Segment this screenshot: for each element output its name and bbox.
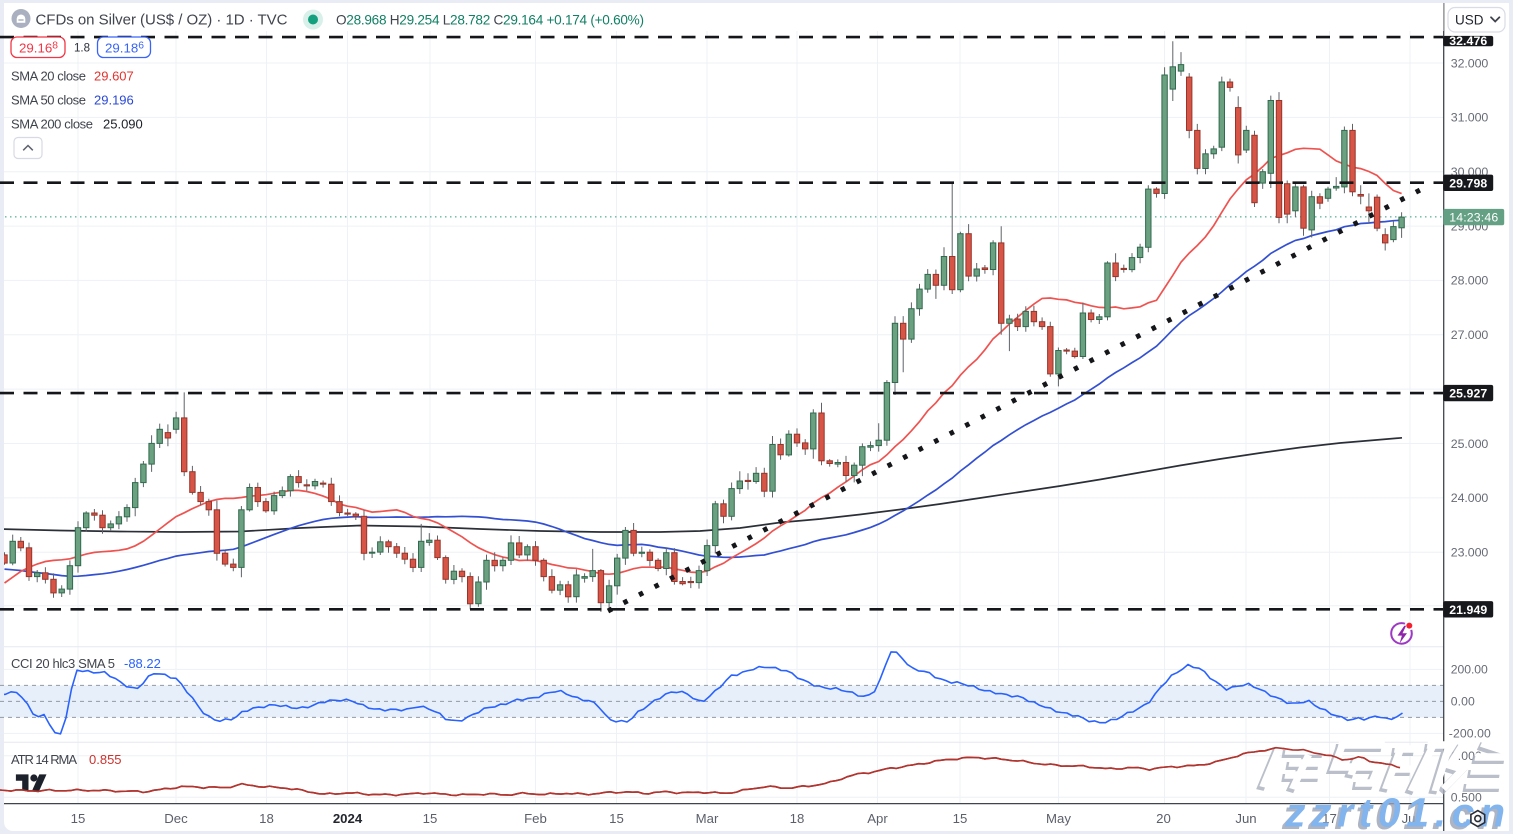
svg-text:Apr: Apr: [867, 811, 888, 826]
svg-text:15: 15: [609, 811, 624, 826]
svg-text:29.168: 29.168: [19, 40, 58, 55]
svg-text:18: 18: [790, 811, 805, 826]
svg-text:ATR 14 RMA: ATR 14 RMA: [11, 752, 77, 767]
svg-text:29.798: 29.798: [1449, 176, 1487, 190]
svg-text:24.000: 24.000: [1451, 491, 1489, 505]
svg-text:SMA 200 close: SMA 200 close: [11, 116, 93, 131]
svg-text:31.000: 31.000: [1451, 111, 1489, 125]
svg-text:14:23:46: 14:23:46: [1449, 211, 1498, 225]
svg-text:29.196: 29.196: [94, 92, 134, 107]
svg-text:29.186: 29.186: [105, 40, 144, 55]
svg-text:zzrt01.cn: zzrt01.cn: [1284, 790, 1509, 834]
svg-text:17: 17: [1322, 811, 1337, 826]
svg-text:25.927: 25.927: [1449, 387, 1487, 401]
svg-text:20: 20: [1156, 811, 1171, 826]
svg-text:Jul: Jul: [1402, 811, 1419, 826]
svg-text:zzrt01.cn: zzrt01.cn: [1281, 792, 1506, 834]
svg-text:SMA 20 close: SMA 20 close: [11, 68, 86, 83]
svg-text:18: 18: [259, 811, 274, 826]
svg-text:27.000: 27.000: [1451, 328, 1489, 342]
svg-text:25.000: 25.000: [1451, 437, 1489, 451]
svg-text:Feb: Feb: [524, 811, 547, 826]
svg-text:0.855: 0.855: [89, 752, 122, 767]
svg-text:May: May: [1046, 811, 1071, 826]
svg-text:Mar: Mar: [696, 811, 719, 826]
svg-text:SMA 50 close: SMA 50 close: [11, 92, 86, 107]
svg-text:-88.22: -88.22: [124, 656, 161, 671]
svg-text:32.476: 32.476: [1449, 34, 1487, 48]
svg-text:28.000: 28.000: [1451, 274, 1489, 288]
svg-text:USD: USD: [1455, 12, 1484, 27]
svg-text:-200.00: -200.00: [1449, 727, 1491, 741]
svg-text:1.8: 1.8: [74, 43, 90, 55]
svg-text:32.000: 32.000: [1451, 56, 1489, 70]
svg-text:29.607: 29.607: [94, 68, 134, 83]
svg-text:Dec: Dec: [164, 811, 188, 826]
svg-text:Jun: Jun: [1235, 811, 1256, 826]
svg-text:O28.968 H29.254 L28.782 C29.16: O28.968 H29.254 L28.782 C29.164 +0.174 (…: [336, 12, 644, 27]
svg-text:25.090: 25.090: [103, 116, 143, 131]
svg-text:21.949: 21.949: [1449, 603, 1487, 617]
svg-text:CFDs on Silver (US$ / OZ) · 1D: CFDs on Silver (US$ / OZ) · 1D · TVC: [36, 12, 288, 29]
svg-text:0.500: 0.500: [1451, 790, 1482, 804]
svg-text:2024: 2024: [333, 811, 363, 826]
svg-text:15: 15: [953, 811, 968, 826]
svg-text:23.000: 23.000: [1451, 546, 1489, 560]
svg-text:CCI 20 hlc3 SMA 5: CCI 20 hlc3 SMA 5: [11, 656, 115, 671]
svg-text:0.00: 0.00: [1451, 695, 1475, 709]
svg-text:15: 15: [423, 811, 438, 826]
svg-text:15: 15: [71, 811, 86, 826]
svg-text:200.00: 200.00: [1451, 663, 1488, 677]
